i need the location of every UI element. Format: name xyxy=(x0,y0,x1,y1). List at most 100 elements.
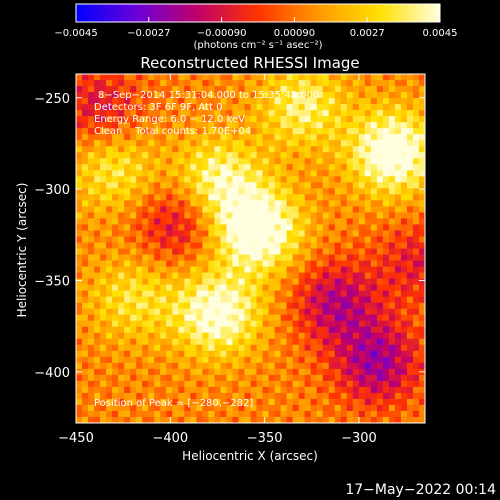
heatmap-cell xyxy=(328,374,336,382)
heatmap-cell xyxy=(400,266,408,274)
heatmap-cell xyxy=(82,368,89,376)
heatmap-cell xyxy=(100,152,107,159)
heatmap-cell xyxy=(394,314,402,322)
heatmap-cell xyxy=(208,380,215,388)
heatmap-cell xyxy=(274,302,282,310)
heatmap-cell xyxy=(274,254,282,262)
heatmap-cell xyxy=(196,80,203,87)
heatmap-cell xyxy=(148,170,155,177)
heatmap-cell xyxy=(268,404,276,412)
heatmap-cell xyxy=(94,128,101,135)
heatmap-cell xyxy=(310,218,318,226)
heatmap-cell xyxy=(106,260,113,268)
heatmap-cell xyxy=(352,164,360,171)
heatmap-cell xyxy=(382,242,390,250)
heatmap-cell xyxy=(292,350,300,358)
heatmap-cell xyxy=(274,266,282,274)
heatmap-cell xyxy=(370,182,378,189)
heatmap-cell xyxy=(112,206,119,213)
heatmap-cell xyxy=(184,398,191,406)
heatmap-cell xyxy=(418,350,425,358)
heatmap-cell xyxy=(154,278,161,286)
heatmap-cell xyxy=(226,404,234,412)
heatmap-cell xyxy=(250,134,258,141)
heatmap-cell xyxy=(88,272,95,280)
heatmap-cell xyxy=(292,368,300,376)
heatmap-cell xyxy=(268,230,276,238)
heatmap-cell xyxy=(160,416,167,423)
heatmap-cell xyxy=(304,356,312,364)
heatmap-cell xyxy=(268,362,276,370)
heatmap-cell xyxy=(412,326,420,334)
heatmap-cell xyxy=(100,368,107,376)
heatmap-cell xyxy=(418,380,425,388)
heatmap-cell xyxy=(316,308,324,316)
heatmap-cell xyxy=(418,392,425,400)
heatmap-cell xyxy=(202,302,209,310)
heatmap-cell xyxy=(298,332,306,340)
heatmap-cell xyxy=(226,284,234,292)
heatmap-cell xyxy=(178,272,185,280)
heatmap-cell xyxy=(202,236,209,244)
heatmap-cell xyxy=(190,362,197,370)
heatmap-cell xyxy=(166,218,173,226)
heatmap-cell xyxy=(328,416,336,423)
heatmap-cell xyxy=(124,350,131,358)
heatmap-cell xyxy=(298,410,306,418)
heatmap-cell xyxy=(250,80,258,87)
heatmap-cell xyxy=(370,350,378,358)
heatmap-cell xyxy=(100,104,107,111)
heatmap-cell xyxy=(226,188,234,195)
heatmap-cell xyxy=(130,368,137,376)
heatmap-cell xyxy=(154,368,161,376)
heatmap-cell xyxy=(412,188,420,195)
heatmap-cell xyxy=(238,224,246,232)
heatmap-cell xyxy=(298,104,306,111)
heatmap-cell xyxy=(82,80,89,87)
heatmap-cell xyxy=(316,290,324,298)
heatmap-cell xyxy=(358,368,366,376)
heatmap-cell xyxy=(202,284,209,292)
heatmap-cell xyxy=(418,104,425,111)
heatmap-cell xyxy=(238,218,246,226)
heatmap-cell xyxy=(202,320,209,328)
heatmap-cell xyxy=(100,410,107,418)
heatmap-cell xyxy=(160,242,167,250)
heatmap-cell xyxy=(400,152,408,159)
colorbar-tick-label: 0.0045 xyxy=(423,28,458,39)
heatmap-cell xyxy=(322,104,330,111)
heatmap-cell xyxy=(124,284,131,292)
heatmap-cell xyxy=(376,284,384,292)
heatmap-cell xyxy=(364,194,372,201)
heatmap-cell xyxy=(280,338,288,346)
heatmap-cell xyxy=(268,278,276,286)
heatmap-cell xyxy=(118,284,125,292)
heatmap-cell xyxy=(142,410,149,418)
heatmap-cell xyxy=(154,362,161,370)
heatmap-cell xyxy=(94,140,101,147)
heatmap-cell xyxy=(184,206,191,213)
heatmap-cell xyxy=(304,374,312,382)
heatmap-cell xyxy=(244,80,252,87)
heatmap-cell xyxy=(268,176,276,183)
heatmap-cell xyxy=(166,248,173,256)
heatmap-cell xyxy=(154,290,161,298)
heatmap-cell xyxy=(226,86,234,93)
heatmap-cell xyxy=(280,206,288,213)
heatmap-cell xyxy=(298,146,306,153)
heatmap-cell xyxy=(196,398,203,406)
heatmap-cell xyxy=(214,248,222,256)
heatmap-cell xyxy=(130,350,137,358)
heatmap-cell xyxy=(106,98,113,105)
heatmap-cell xyxy=(286,188,294,195)
heatmap-cell xyxy=(304,176,312,183)
heatmap-cell xyxy=(298,212,306,220)
heatmap-cell xyxy=(208,398,215,406)
heatmap-cell xyxy=(358,86,366,93)
heatmap-cell xyxy=(406,350,414,358)
heatmap-cell xyxy=(76,374,83,382)
heatmap-cell xyxy=(244,404,252,412)
heatmap-cell xyxy=(280,128,288,135)
heatmap-cell xyxy=(172,194,179,201)
heatmap-cell xyxy=(346,170,354,177)
